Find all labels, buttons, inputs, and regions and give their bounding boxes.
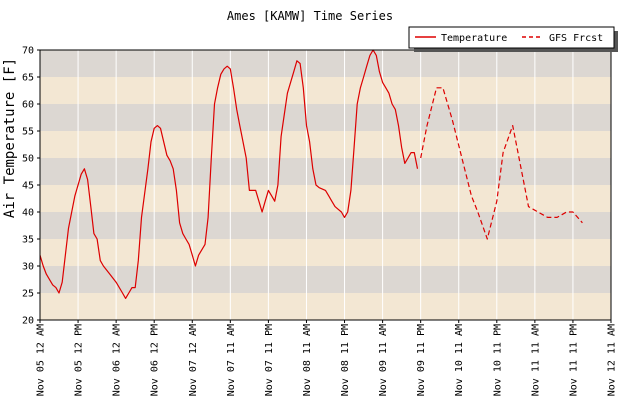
x-tick-label: Nov 06 12 AM	[112, 324, 123, 396]
y-tick-label: 65	[22, 73, 34, 84]
y-tick-label: 55	[22, 127, 34, 138]
x-tick-label: Nov 11 11 PM	[568, 324, 579, 396]
x-tick-label: Nov 05 12 PM	[74, 324, 85, 396]
x-tick-label: Nov 09 11 AM	[378, 324, 389, 396]
x-tick-label: Nov 10 11 AM	[454, 324, 465, 396]
background-band	[40, 158, 611, 185]
y-tick-label: 20	[22, 316, 34, 327]
legend-label-temperature: Temperature	[441, 33, 507, 44]
plot-background	[40, 50, 611, 320]
background-band	[40, 104, 611, 131]
x-tick-label: Nov 12 11 AM	[607, 324, 618, 396]
x-tick-label: Nov 06 12 PM	[150, 324, 161, 396]
background-band	[40, 77, 611, 104]
x-tick-label: Nov 07 11 PM	[264, 324, 275, 396]
y-tick-label: 50	[22, 154, 34, 165]
x-tick-label: Nov 09 11 PM	[416, 324, 427, 396]
x-tick-label: Nov 11 11 AM	[530, 324, 541, 396]
y-tick-label: 40	[22, 208, 34, 219]
y-tick-label: 35	[22, 235, 34, 246]
x-tick-label: Nov 07 11 AM	[226, 324, 237, 396]
legend: Temperature GFS Frcst	[409, 27, 618, 52]
background-band	[40, 266, 611, 293]
y-tick-label: 60	[22, 100, 34, 111]
x-tick-label: Nov 07 12 AM	[188, 324, 199, 396]
background-band	[40, 131, 611, 158]
y-tick-label: 70	[22, 46, 34, 57]
y-axis: 20 25 30 35 40 45 50 55 60 65 70	[22, 46, 40, 327]
legend-label-gfs-forecast: GFS Frcst	[549, 33, 603, 44]
x-tick-label: Nov 10 11 PM	[492, 324, 503, 396]
chart-title: Ames [KAMW] Time Series	[227, 9, 393, 23]
background-band	[40, 212, 611, 239]
y-tick-label: 30	[22, 262, 34, 273]
background-band	[40, 239, 611, 266]
x-tick-label: Nov 08 11 PM	[340, 324, 351, 396]
background-band	[40, 50, 611, 77]
y-tick-label: 25	[22, 289, 34, 300]
y-axis-label: Air Temperature [F]	[2, 58, 18, 218]
x-axis: Nov 05 12 AM Nov 05 12 PM Nov 06 12 AM Nov …	[36, 320, 620, 396]
x-tick-label: Nov 05 12 AM	[36, 324, 47, 396]
x-tick-label: Nov 08 11 AM	[302, 324, 313, 396]
y-tick-label: 45	[22, 181, 34, 192]
background-band	[40, 293, 611, 320]
